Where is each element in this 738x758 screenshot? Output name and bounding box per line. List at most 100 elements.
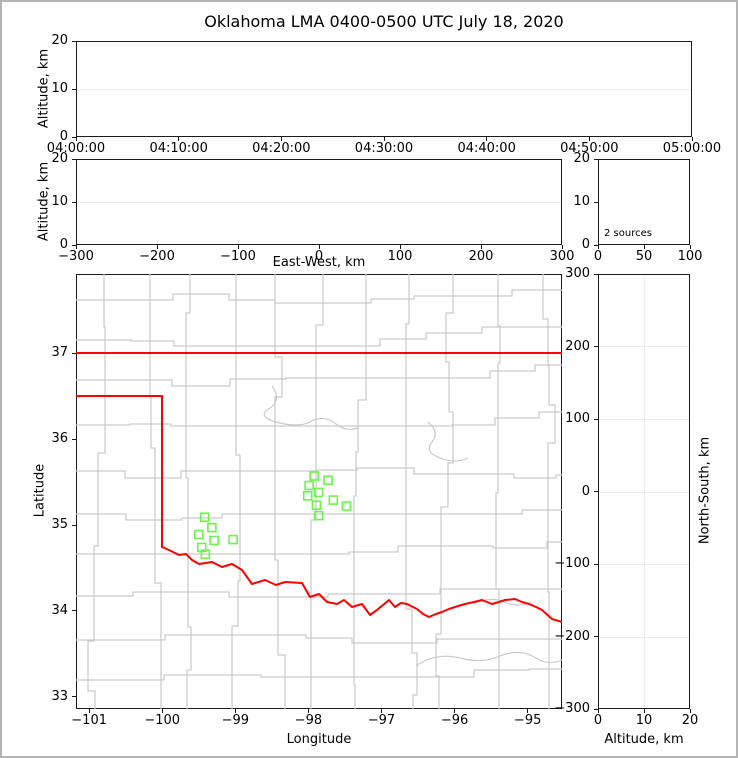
x-tick-label: 0: [593, 713, 603, 728]
y-tick-label: 0: [581, 237, 590, 252]
gridline-horizontal: [77, 88, 691, 90]
county-boundaries: [75, 273, 562, 709]
x-tick-mark: [486, 137, 488, 141]
y-tick-mark: [72, 201, 76, 203]
x-tick-mark: [234, 709, 236, 713]
county-line: [75, 667, 562, 681]
x-tick-label: 05:00:00: [662, 141, 722, 156]
y-tick-label: −200: [554, 628, 590, 644]
y-tick-mark: [72, 438, 76, 440]
gridline-horizontal: [77, 201, 561, 203]
y-tick-mark: [594, 563, 598, 565]
y-tick-mark: [72, 524, 76, 526]
county-line: [75, 633, 562, 644]
lma-source-marker: [200, 548, 210, 559]
county-line: [75, 410, 562, 427]
y-tick-label: 100: [565, 411, 590, 426]
river-line: [427, 421, 468, 462]
lma-source-marker: [341, 500, 351, 511]
y-tick-label: 200: [565, 338, 590, 354]
y-tick-mark: [72, 696, 76, 698]
x-tick-label: 300: [549, 249, 575, 264]
x-tick-mark: [280, 137, 282, 141]
lma-source-marker: [322, 475, 333, 485]
y-tick-mark: [594, 708, 598, 710]
county-line: [75, 363, 562, 387]
x-tick-mark: [454, 709, 456, 713]
lma-source-marker: [302, 490, 312, 501]
county-line: [75, 540, 562, 555]
y-tick-label: −100: [554, 556, 590, 571]
river-line: [263, 385, 358, 430]
y-tick-label: 300: [565, 266, 590, 281]
eastwest-panel-x-axis-label: East-West, km: [272, 255, 366, 270]
x-tick-mark: [588, 137, 590, 141]
x-tick-label: 100: [677, 249, 703, 264]
county-line: [75, 288, 562, 304]
x-tick-label: 04:10:00: [149, 141, 208, 156]
x-tick-mark: [527, 709, 529, 713]
x-tick-mark: [689, 245, 691, 249]
lma-source-marker: [313, 510, 323, 520]
x-tick-label: 04:50:00: [560, 141, 619, 156]
y-tick-mark: [594, 201, 598, 203]
x-tick-label: −96: [440, 713, 469, 728]
y-tick-label: 20: [573, 151, 590, 166]
county-line: [75, 508, 562, 521]
x-tick-label: −99: [221, 713, 250, 728]
x-tick-label: 200: [468, 249, 494, 264]
x-tick-label: −100: [144, 713, 181, 728]
lma-source-marker: [313, 487, 323, 497]
x-tick-mark: [691, 137, 693, 141]
y-tick-label: −300: [554, 701, 590, 716]
x-tick-mark: [643, 709, 645, 713]
source-count-annotation: 2 sources: [604, 228, 652, 239]
x-tick-mark: [237, 245, 239, 249]
lma-source-marker: [308, 470, 319, 481]
y-tick-mark: [594, 244, 598, 246]
y-tick-label: 20: [51, 33, 68, 48]
x-tick-label: 100: [387, 249, 413, 264]
y-tick-mark: [594, 418, 598, 420]
map-panel: [75, 273, 562, 709]
y-tick-label: 34: [51, 602, 68, 618]
x-tick-mark: [88, 709, 90, 713]
northsouth-panel-x-axis-label: Altitude, km: [604, 732, 684, 747]
northsouth-altitude-panel: [598, 274, 690, 709]
x-tick-label: −95: [513, 713, 542, 728]
y-tick-mark: [594, 158, 598, 160]
gridline-vertical: [643, 275, 645, 708]
x-tick-mark: [318, 245, 320, 249]
lma-source-marker: [227, 534, 238, 544]
x-tick-mark: [380, 709, 382, 713]
x-tick-mark: [597, 709, 599, 713]
y-tick-label: 33: [51, 688, 68, 704]
time-altitude-panel: [76, 41, 692, 137]
y-tick-mark: [72, 40, 76, 42]
y-tick-label: 10: [51, 81, 68, 96]
county-line: [434, 273, 454, 709]
lma-source-marker: [193, 529, 204, 539]
x-tick-label: −97: [367, 713, 396, 728]
y-tick-mark: [72, 610, 76, 612]
x-tick-label: −101: [71, 713, 107, 728]
county-line: [352, 273, 367, 709]
lma-source-marker: [328, 494, 338, 505]
x-tick-label: 0: [593, 249, 603, 264]
x-tick-mark: [480, 245, 482, 249]
altitude-histogram-panel: 2 sources: [598, 159, 690, 245]
oklahoma-map: [75, 273, 562, 709]
x-tick-mark: [689, 709, 691, 713]
x-tick-label: 10: [635, 713, 653, 728]
x-tick-mark: [643, 245, 645, 249]
county-line: [309, 273, 324, 709]
y-tick-label: 10: [51, 194, 68, 209]
x-tick-label: 20: [681, 713, 699, 728]
y-tick-mark: [72, 244, 76, 246]
x-tick-mark: [399, 245, 401, 249]
red-river-border: [160, 545, 562, 623]
northsouth-panel-y-axis-label: North-South, km: [697, 436, 713, 545]
x-tick-mark: [597, 245, 599, 249]
y-tick-label: 36: [51, 431, 68, 447]
